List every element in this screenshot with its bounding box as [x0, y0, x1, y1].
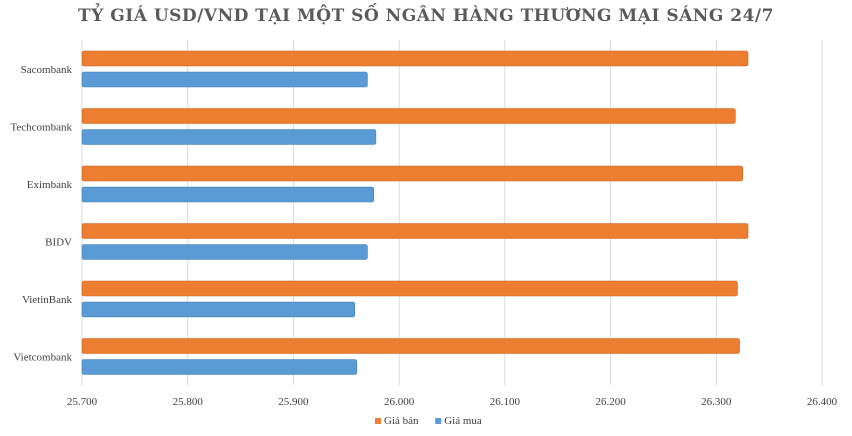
gridlines [81, 40, 823, 385]
legend-label: Giá mua [444, 415, 482, 427]
category-label-techcombank: Techcombank [10, 121, 72, 133]
legend-label: Giá bán [384, 415, 419, 427]
bar-gia-mua-bidv [81, 244, 368, 260]
legend: Giá bán Giá mua [375, 415, 482, 427]
x-tick-label: 26.000 [384, 396, 415, 408]
category-label-vietcombank: Vietcombank [13, 351, 72, 363]
bar-gia-mua-sacombank [81, 71, 368, 88]
legend-swatch [375, 418, 381, 424]
category-label-sacombank: Sacombank [21, 64, 73, 76]
bar-gia-mua-eximbank [81, 186, 375, 203]
x-tick-label: 26.100 [490, 396, 521, 408]
bar-gia-ban-eximbank [81, 165, 744, 182]
bars [81, 50, 749, 375]
bar-gia-mua-vietinbank [81, 301, 356, 318]
x-tick-label: 25.800 [173, 396, 204, 408]
legend-swatch [435, 418, 442, 424]
bar-gia-ban-bidv [81, 223, 749, 239]
x-tick-label: 26.400 [807, 396, 838, 408]
bar-gia-ban-sacombank [81, 50, 749, 67]
x-tick-labels: 25.700 25.800 25.900 26.000 26.100 26.200 26.3… [67, 396, 838, 408]
chart-title: TỶ GIÁ USD/VND TẠI MỘT SỐ NGÂN HÀNG THƯƠ… [78, 6, 774, 26]
x-tick-label: 26.300 [701, 396, 732, 408]
bar-gia-ban-techcombank [81, 108, 736, 124]
category-labels: Sacombank Techcombank Eximbank BIDV VietinBa… [10, 64, 72, 364]
bar-gia-ban-vietcombank [81, 338, 740, 354]
x-tick-label: 25.700 [67, 396, 98, 408]
x-tick-label: 25.900 [278, 396, 309, 408]
bar-gia-mua-vietcombank [81, 359, 358, 375]
category-label-bidv: BIDV [45, 236, 72, 248]
bar-gia-ban-vietinbank [81, 280, 738, 297]
bar-gia-mua-techcombank [81, 129, 377, 145]
category-label-vietinbank: VietinBank [22, 294, 73, 306]
x-tick-label: 26.200 [595, 396, 626, 408]
category-label-eximbank: Eximbank [27, 179, 73, 191]
